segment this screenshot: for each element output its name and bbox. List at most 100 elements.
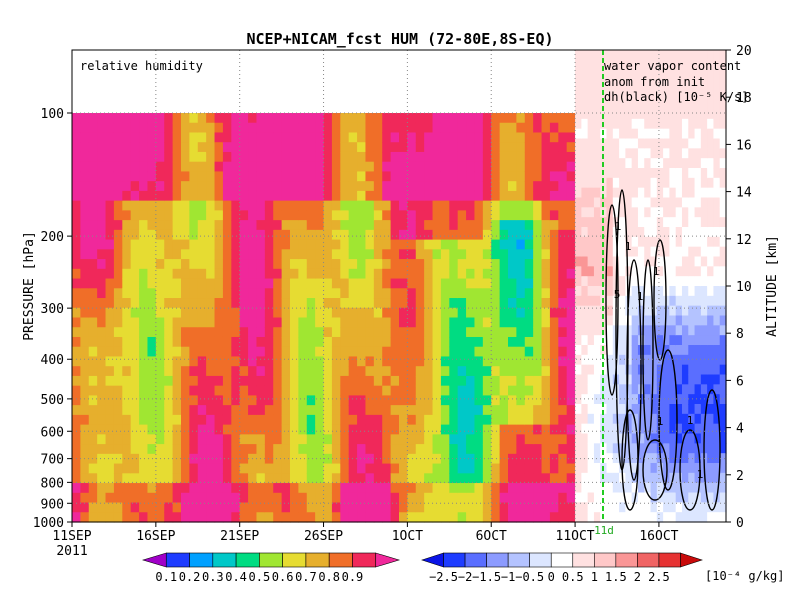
divider-label: 11d bbox=[594, 524, 614, 537]
rh-cbar-swatch-0 bbox=[141, 552, 167, 568]
contour-0 bbox=[605, 204, 619, 396]
y2-axis-title: ALTITUDE [km] bbox=[765, 235, 780, 337]
anom-cbar-swatch-9 bbox=[615, 552, 638, 568]
anom-colorbar-unit: [10⁻⁴ g/kg] bbox=[705, 569, 784, 583]
contour-label-6: 1 bbox=[687, 414, 694, 427]
contour-5 bbox=[658, 349, 678, 491]
y2-tick-label-10: 20 bbox=[736, 44, 752, 59]
anom-cbar-swatch-7 bbox=[572, 552, 595, 568]
anom-cbar-label-1: −2 bbox=[458, 570, 472, 584]
x-tick-label-4: 1OCT bbox=[392, 529, 423, 544]
x-tick-label-7: 16OCT bbox=[639, 529, 678, 544]
y-axis-title: PRESSURE [hPa] bbox=[22, 231, 37, 341]
y-tick-label-5: 600 bbox=[41, 425, 64, 440]
y-tick-label-6: 700 bbox=[41, 453, 64, 468]
y-tick-label-7: 800 bbox=[41, 476, 64, 491]
grid-lines bbox=[72, 50, 726, 522]
rh-cbar-label-4: 0.5 bbox=[249, 570, 271, 584]
anom-cbar-swatch-5 bbox=[529, 552, 552, 568]
contour-8 bbox=[642, 439, 668, 501]
anom-cbar-label-9: 2 bbox=[634, 570, 641, 584]
contour-6 bbox=[679, 429, 701, 511]
rh-cbar-label-6: 0.7 bbox=[295, 570, 317, 584]
anom-cbar-label-5: 0 bbox=[548, 570, 555, 584]
rh-cbar-swatch-2 bbox=[189, 552, 214, 568]
x-tick-label-6: 11OCT bbox=[556, 529, 595, 544]
anom-cbar-swatch-12 bbox=[680, 552, 703, 568]
rh-cbar-swatch-1 bbox=[165, 552, 190, 568]
contour-label-7: 1 bbox=[697, 468, 704, 481]
contour-label-5: 1 bbox=[657, 415, 664, 428]
y2-tick-label-4: 8 bbox=[736, 327, 744, 342]
rh-cbar-swatch-9 bbox=[352, 552, 377, 568]
anom-cbar-swatch-4 bbox=[507, 552, 530, 568]
y-axis-altitude: 0 2 4 6 8 10 12 14 16 18 20 bbox=[726, 44, 752, 531]
y-axis-pressure: 100 200 300 400 500 600 700 800 900 1000 bbox=[33, 107, 72, 531]
x-tick-label-1: 16SEP bbox=[136, 529, 175, 544]
x-tick-label-3: 26SEP bbox=[304, 529, 343, 544]
y2-tick-label-9: 18 bbox=[736, 91, 752, 106]
anom-cbar-swatch-1 bbox=[443, 552, 466, 568]
anom-cbar-label-7: 1 bbox=[591, 570, 598, 584]
anom-cbar-swatch-11 bbox=[658, 552, 681, 568]
anomaly-colorbar: −2.5 −2 −1.5 −1 −0.5 0 0.5 1 1.5 2 2.5 bbox=[421, 552, 703, 584]
x-tick-label-0: 11SEP bbox=[52, 529, 91, 544]
rh-panel-label: relative humidity bbox=[80, 59, 203, 73]
y-tick-label-9: 1000 bbox=[33, 516, 64, 531]
rh-cbar-swatch-7 bbox=[305, 552, 330, 568]
anom-cbar-swatch-8 bbox=[594, 552, 617, 568]
anom-label-line-1: water vapor content bbox=[604, 59, 741, 73]
y2-tick-label-1: 2 bbox=[736, 469, 744, 484]
y-tick-label-2: 300 bbox=[41, 302, 64, 317]
anom-cbar-label-6: 0.5 bbox=[562, 570, 584, 584]
contour-label-1: 1 bbox=[625, 240, 632, 253]
anom-label-line-3: dh(black) [10⁻⁵ K/s] bbox=[604, 90, 749, 104]
rh-cbar-swatch-8 bbox=[328, 552, 353, 568]
contour-3 bbox=[642, 259, 654, 441]
rh-cbar-label-7: 0.8 bbox=[318, 570, 340, 584]
rh-cbar-label-5: 0.6 bbox=[272, 570, 294, 584]
anom-label-line-2: anom from init bbox=[604, 75, 705, 89]
y2-tick-label-3: 6 bbox=[736, 374, 744, 389]
anom-cbar-label-2: −1.5 bbox=[472, 570, 501, 584]
rh-cbar-label-0: 0.1 bbox=[155, 570, 177, 584]
rh-cbar-swatch-6 bbox=[282, 552, 307, 568]
anom-cbar-label-4: −0.5 bbox=[515, 570, 544, 584]
contour-label-0: 1 bbox=[615, 220, 622, 233]
x-year-label: 2011 bbox=[56, 544, 87, 559]
y2-tick-label-0: 0 bbox=[736, 516, 744, 531]
contour-label-3: 5 bbox=[614, 288, 621, 301]
chart-title: NCEP+NICAM_fcst HUM (72-80E,8S-EQ) bbox=[246, 30, 553, 48]
anomaly-field bbox=[575, 50, 727, 523]
anom-cbar-label-3: −1 bbox=[501, 570, 515, 584]
rh-field bbox=[72, 113, 576, 523]
y2-tick-label-8: 16 bbox=[736, 138, 752, 153]
y2-tick-label-6: 12 bbox=[736, 233, 752, 248]
rh-cbar-label-8: 0.9 bbox=[342, 570, 364, 584]
rh-cbar-label-2: 0.3 bbox=[202, 570, 224, 584]
contour-2 bbox=[626, 259, 642, 481]
anom-cbar-swatch-0 bbox=[421, 552, 444, 568]
rh-cbar-swatch-5 bbox=[259, 552, 283, 568]
contour-label-2: 1 bbox=[653, 265, 660, 278]
anom-cbar-label-8: 1.5 bbox=[605, 570, 627, 584]
anom-cbar-label-0: −2.5 bbox=[429, 570, 458, 584]
contour-label-4: 1 bbox=[637, 290, 644, 303]
rh-cbar-swatch-10 bbox=[375, 552, 401, 568]
x-tick-label-5: 6OCT bbox=[476, 529, 507, 544]
rh-cbar-label-1: 0.2 bbox=[179, 570, 201, 584]
anom-cbar-swatch-2 bbox=[464, 552, 487, 568]
y-tick-label-1: 200 bbox=[41, 230, 64, 245]
anom-cbar-swatch-6 bbox=[550, 552, 574, 568]
y-tick-label-4: 500 bbox=[41, 393, 64, 408]
anom-cbar-label-10: 2.5 bbox=[648, 570, 670, 584]
dh-contours bbox=[605, 189, 721, 511]
anom-cbar-swatch-10 bbox=[637, 552, 660, 568]
y-tick-label-0: 100 bbox=[41, 107, 64, 122]
y2-tick-label-7: 14 bbox=[736, 186, 752, 201]
anom-cbar-swatch-3 bbox=[486, 552, 509, 568]
rh-cbar-swatch-3 bbox=[212, 552, 237, 568]
contour-9 bbox=[621, 409, 639, 511]
